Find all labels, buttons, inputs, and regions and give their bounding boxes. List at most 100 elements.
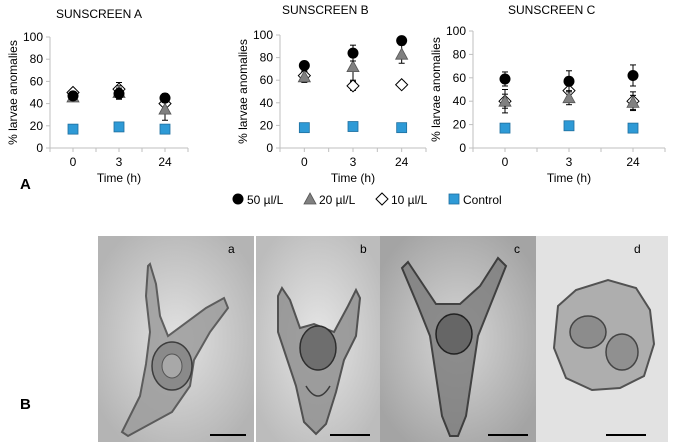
chart-panel: SUNSCREEN A 0 20 40 60 80 100 0 3 24 Time (h) % lar…	[6, 7, 189, 185]
y-tick-label: 100	[253, 28, 273, 42]
micrograph-b: b	[256, 236, 380, 442]
scale-bar	[488, 434, 528, 436]
legend-label: 50 µl/L	[247, 193, 284, 207]
y-axis-label: % larvae anomalies	[429, 37, 443, 142]
y-tick-label: 40	[260, 96, 274, 110]
legend-label: 10 µl/L	[391, 193, 428, 207]
scale-bar	[210, 434, 246, 436]
y-tick-label: 80	[260, 51, 274, 65]
data-point-circle	[396, 35, 408, 47]
data-point-square	[159, 123, 171, 135]
panel-b-label: B	[20, 396, 31, 413]
data-series	[298, 121, 408, 134]
x-tick-label: 3	[350, 155, 357, 169]
y-tick-label: 80	[453, 47, 467, 61]
larva-a-illustration	[98, 236, 254, 442]
x-axis-label: Time (h)	[331, 171, 375, 185]
chart-title: SUNSCREEN B	[282, 3, 369, 17]
data-series	[67, 121, 171, 135]
data-point-circle	[499, 73, 511, 85]
y-tick-label: 0	[266, 141, 273, 155]
micrograph-label: c	[514, 242, 520, 256]
x-tick-label: 24	[158, 155, 172, 169]
y-tick-label: 0	[459, 141, 466, 155]
data-point-triangle	[158, 102, 172, 115]
chart-panel: SUNSCREEN C 0 20 40 60 80 100 0 3 24 Time (h) % lar…	[429, 3, 666, 185]
data-series	[297, 68, 409, 93]
data-point-square	[113, 121, 125, 133]
data-point-square	[347, 121, 359, 132]
y-tick-label: 80	[30, 52, 44, 66]
legend-item: 10 µl/L	[375, 192, 428, 207]
data-point-square	[448, 193, 460, 205]
data-point-triangle	[297, 69, 312, 83]
x-tick-label: 0	[70, 155, 77, 169]
data-point-square	[627, 122, 639, 134]
x-axis-label: Time (h)	[547, 171, 591, 185]
y-tick-label: 20	[453, 118, 467, 132]
y-tick-label: 40	[30, 97, 44, 111]
scale-bar	[330, 434, 370, 436]
data-point-triangle	[346, 59, 360, 73]
data-point-diamond	[394, 78, 409, 92]
panel-a-label: A	[20, 176, 31, 193]
legend-label: 20 µl/L	[319, 193, 356, 207]
data-point-triangle	[626, 95, 640, 108]
chart-panel: SUNSCREEN B 0 20 40 60 80 100 0 3 24 Time (h) % lar…	[236, 3, 427, 185]
data-point-diamond	[346, 79, 360, 93]
y-tick-label: 20	[260, 118, 274, 132]
y-tick-label: 40	[453, 94, 467, 108]
data-point-triangle	[498, 94, 512, 107]
data-point-diamond	[375, 192, 389, 206]
data-point-square	[563, 120, 575, 132]
scale-bar	[606, 434, 646, 436]
data-series	[499, 64, 639, 93]
micrograph-label: b	[360, 242, 367, 256]
y-tick-label: 0	[36, 141, 43, 155]
micrograph-label: a	[228, 242, 235, 256]
legend-label: Control	[463, 193, 502, 207]
y-tick-label: 60	[260, 73, 274, 87]
data-point-circle	[347, 47, 359, 59]
y-tick-label: 20	[30, 119, 44, 133]
data-point-triangle	[562, 90, 576, 104]
data-point-square	[396, 122, 408, 134]
x-tick-label: 24	[626, 155, 640, 169]
y-axis-label: % larvae anomalies	[6, 40, 20, 145]
data-point-circle	[627, 69, 639, 81]
x-tick-label: 3	[566, 155, 573, 169]
data-point-triangle	[394, 47, 409, 60]
y-tick-label: 60	[30, 74, 44, 88]
chart-title: SUNSCREEN A	[56, 7, 142, 21]
legend-item: Control	[448, 193, 502, 207]
larva-c-illustration	[380, 236, 536, 442]
data-series	[498, 90, 640, 110]
data-point-circle	[298, 60, 310, 72]
data-series	[499, 120, 639, 134]
chart-title: SUNSCREEN C	[508, 3, 596, 17]
data-point-circle	[232, 193, 244, 205]
legend-item: 20 µl/L	[303, 192, 356, 207]
x-tick-label: 3	[116, 155, 123, 169]
x-axis-label: Time (h)	[97, 171, 141, 185]
data-point-circle	[113, 88, 125, 100]
data-point-circle	[159, 92, 171, 104]
charts-svg: SUNSCREEN A 0 20 40 60 80 100 0 3 24 Time (h) % lar…	[6, 3, 666, 207]
data-series	[67, 87, 171, 104]
y-tick-label: 100	[23, 30, 43, 44]
data-point-circle	[563, 75, 575, 87]
data-point-triangle	[303, 192, 317, 205]
micrograph-d: d	[536, 236, 668, 442]
micrograph-c: c	[380, 236, 536, 442]
data-point-square	[499, 122, 511, 134]
data-point-square	[298, 122, 310, 134]
legend-item: 50 µl/L	[232, 193, 284, 207]
data-point-circle	[67, 90, 79, 102]
larva-d-illustration	[536, 236, 668, 442]
y-axis-label: % larvae anomalies	[236, 39, 250, 144]
x-tick-label: 24	[395, 155, 409, 169]
y-tick-label: 60	[453, 71, 467, 85]
micrograph-a: a	[98, 236, 254, 442]
micrograph-label: d	[634, 242, 641, 256]
larva-b-illustration	[256, 236, 380, 442]
